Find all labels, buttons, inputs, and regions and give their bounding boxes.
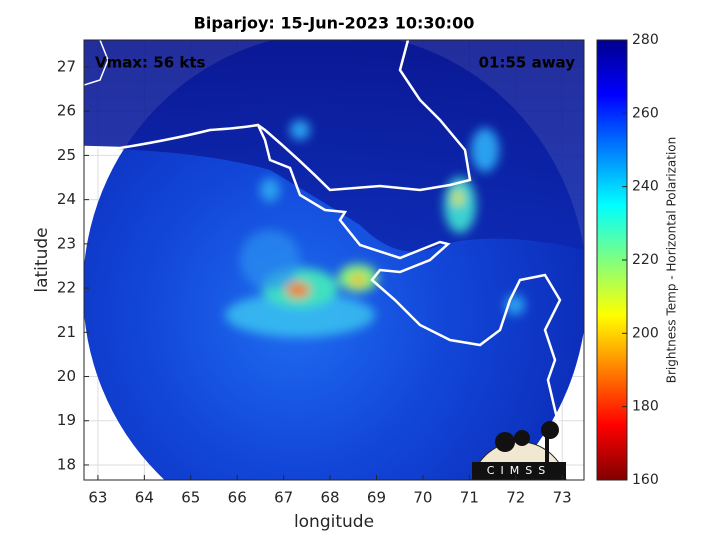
logo-band (472, 462, 566, 480)
logo-text: CIMSS (487, 464, 551, 477)
x-tick-label: 63 (88, 489, 107, 507)
y-tick-label: 25 (57, 146, 76, 164)
y-tick-label: 22 (57, 279, 76, 297)
logo: CIMSS (471, 421, 567, 481)
convection (225, 120, 525, 337)
x-tick-label: 73 (553, 489, 572, 507)
colorbar-tick-label: 280 (632, 32, 659, 48)
colorbar-tick-label: 200 (632, 325, 659, 341)
x-tick-label: 68 (321, 489, 340, 507)
y-tick-label: 21 (57, 323, 76, 341)
y-tick-label: 19 (57, 411, 76, 429)
colorbar-tick-label: 260 (632, 105, 659, 121)
vmax-label: Vmax: 56 kts (95, 54, 205, 72)
y-tick-label: 23 (57, 234, 76, 252)
x-tick-label: 66 (228, 489, 247, 507)
y-tick-label: 18 (57, 455, 76, 473)
x-tick-label: 64 (135, 489, 154, 507)
x-tick-label: 72 (506, 489, 525, 507)
x-tick-label: 70 (413, 489, 432, 507)
colorbar-tick-label: 180 (632, 399, 659, 415)
x-tick-label: 69 (367, 489, 386, 507)
colorbar-tick-label: 240 (632, 179, 659, 195)
y-tick-label: 27 (57, 57, 76, 75)
time-away-label: 01:55 away (479, 54, 576, 72)
y-axis-label: latitude (32, 227, 52, 292)
coastline (84, 40, 562, 431)
colorbar-tick-label: 220 (632, 252, 659, 268)
x-tick-label: 67 (274, 489, 293, 507)
colorbar-label: Brightness Temp - Horizontal Polarizatio… (665, 137, 679, 384)
y-tick-label: 20 (57, 367, 76, 385)
satellite-swath (84, 40, 584, 480)
y-tick-label: 26 (57, 102, 76, 120)
plot-frame (83, 39, 585, 481)
x-tick-label: 65 (181, 489, 200, 507)
x-axis-label: longitude (294, 512, 374, 532)
title: Biparjoy: 15-Jun-2023 10:30:00 (194, 14, 475, 33)
x-tick-label: 71 (460, 489, 479, 507)
y-tick-label: 24 (57, 190, 76, 208)
colorbar-tick-label: 160 (632, 472, 659, 488)
border (84, 40, 109, 86)
